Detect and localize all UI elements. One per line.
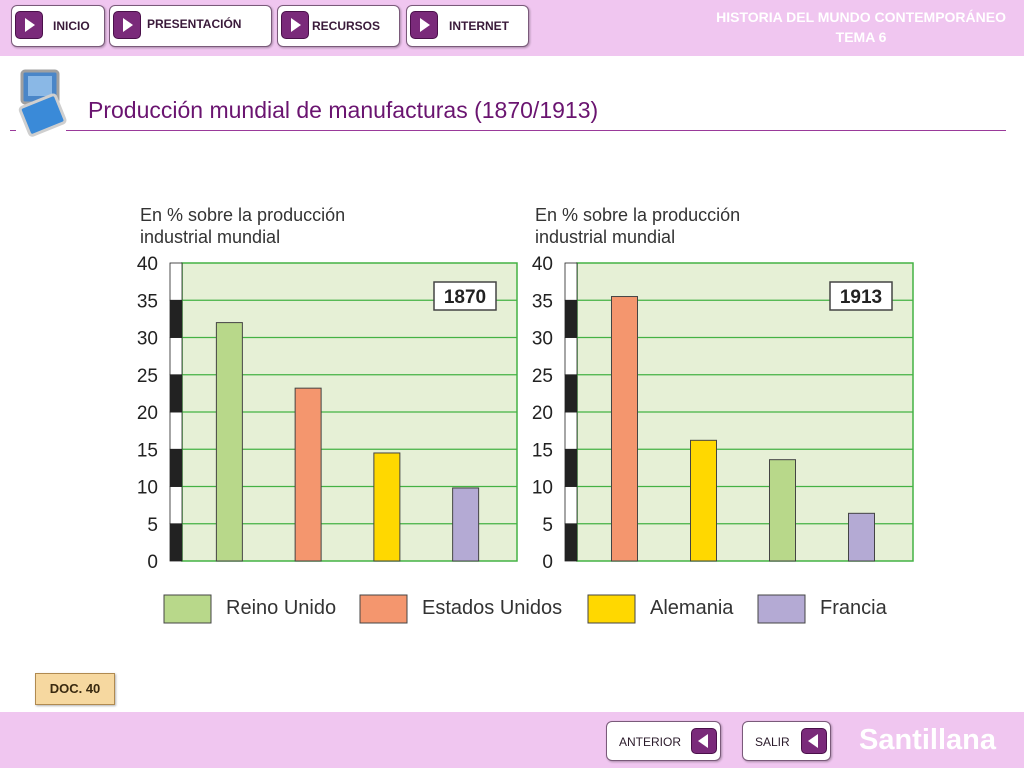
anterior-label: ANTERIOR xyxy=(619,735,682,749)
axis-scale-segment xyxy=(169,337,183,376)
bar xyxy=(611,296,638,562)
axis-scale-segment xyxy=(564,299,578,338)
axis-scale-segment xyxy=(169,299,183,338)
title-underline xyxy=(66,130,1006,131)
axis-scale-segment xyxy=(169,486,183,525)
bar xyxy=(215,322,243,562)
axis-scale-segment xyxy=(564,448,578,487)
santillana-logo: Santillana xyxy=(859,724,996,756)
legend-swatch xyxy=(163,594,212,624)
y-tick-label: 20 xyxy=(532,403,553,424)
nav-inicio-button[interactable]: INICIO xyxy=(11,5,105,47)
y-axis-title: En % sobre la producción xyxy=(535,205,740,225)
y-tick-label: 35 xyxy=(532,291,553,312)
year-label: 1870 xyxy=(444,287,486,308)
y-tick-label: 5 xyxy=(147,515,158,536)
axis-scale-segment xyxy=(169,523,183,562)
play-arrow-icon xyxy=(281,11,309,39)
y-tick-label: 15 xyxy=(532,440,553,461)
nav-recursos-button[interactable]: RECURSOS xyxy=(277,5,400,47)
legend-label: Estados Unidos xyxy=(422,597,562,619)
bar xyxy=(452,487,480,562)
legend-swatch xyxy=(359,594,408,624)
title-divider xyxy=(10,130,16,131)
y-tick-label: 10 xyxy=(137,478,158,499)
y-tick-label: 25 xyxy=(137,366,158,387)
bar xyxy=(848,512,875,562)
nav-internet-button[interactable]: INTERNET xyxy=(406,5,529,47)
bar xyxy=(294,387,322,562)
course-header: HISTORIA DEL MUNDO CONTEMPORÁNEO TEMA 6 xyxy=(716,7,1006,47)
year-label: 1913 xyxy=(840,287,882,308)
y-tick-label: 30 xyxy=(532,329,553,350)
bar xyxy=(769,459,796,562)
doc-badge: DOC. 40 xyxy=(35,673,115,705)
y-tick-label: 40 xyxy=(532,254,553,275)
bar xyxy=(690,439,717,562)
play-arrow-icon xyxy=(113,11,141,39)
play-arrow-icon xyxy=(410,11,438,39)
y-tick-label: 5 xyxy=(542,515,553,536)
y-tick-label: 30 xyxy=(137,329,158,350)
y-tick-label: 0 xyxy=(542,552,553,573)
course-title: HISTORIA DEL MUNDO CONTEMPORÁNEO xyxy=(716,9,1006,25)
y-axis-title: En % sobre la producción xyxy=(140,205,345,225)
year-badge xyxy=(829,281,893,311)
y-axis-title: industrial mundial xyxy=(140,227,280,247)
legend-swatch xyxy=(587,594,636,624)
axis-scale-segment xyxy=(564,486,578,525)
y-axis-title: industrial mundial xyxy=(535,227,675,247)
axis-scale-segment xyxy=(564,374,578,413)
nav-presentacion-button[interactable]: PRESENTACIÓN xyxy=(109,5,272,47)
back-arrow-icon xyxy=(801,728,827,754)
salir-label: SALIR xyxy=(755,735,790,749)
legend-swatch xyxy=(757,594,806,624)
y-tick-label: 40 xyxy=(137,254,158,275)
axis-scale-segment xyxy=(169,374,183,413)
axis-scale-segment xyxy=(564,411,578,450)
unit-label: TEMA 6 xyxy=(835,29,887,45)
y-tick-label: 25 xyxy=(532,366,553,387)
legend-label: Reino Unido xyxy=(226,597,336,619)
bar xyxy=(373,452,401,562)
manufacturing-charts: 0 5 10 15 20 25 30 35 40 En % sobre la producción… xyxy=(137,205,914,624)
legend-label: Francia xyxy=(820,597,888,619)
nav-inicio-label: INICIO xyxy=(53,19,90,33)
nav-presentacion-label: PRESENTACIÓN xyxy=(147,17,242,31)
play-arrow-icon xyxy=(15,11,43,39)
nav-internet-label: INTERNET xyxy=(449,19,509,33)
bottom-navigation-bar xyxy=(0,712,1024,768)
back-arrow-icon xyxy=(691,728,717,754)
y-tick-label: 20 xyxy=(137,403,158,424)
axis-scale-segment xyxy=(169,262,183,301)
axis-scale-segment xyxy=(169,448,183,487)
y-tick-label: 35 xyxy=(137,291,158,312)
axis-scale-segment xyxy=(564,337,578,376)
axis-scale-segment xyxy=(169,411,183,450)
y-tick-label: 0 xyxy=(147,552,158,573)
axis-scale-segment xyxy=(564,262,578,301)
axis-scale-segment xyxy=(564,523,578,562)
document-monitor-icon xyxy=(18,69,67,137)
page-title: Producción mundial de manufacturas (1870… xyxy=(88,97,599,123)
legend-label: Alemania xyxy=(650,597,734,619)
y-tick-label: 10 xyxy=(532,478,553,499)
y-tick-label: 15 xyxy=(137,440,158,461)
nav-recursos-label: RECURSOS xyxy=(312,19,381,33)
anterior-button[interactable]: ANTERIOR xyxy=(606,721,721,761)
year-badge xyxy=(433,281,497,311)
salir-button[interactable]: SALIR xyxy=(742,721,831,761)
